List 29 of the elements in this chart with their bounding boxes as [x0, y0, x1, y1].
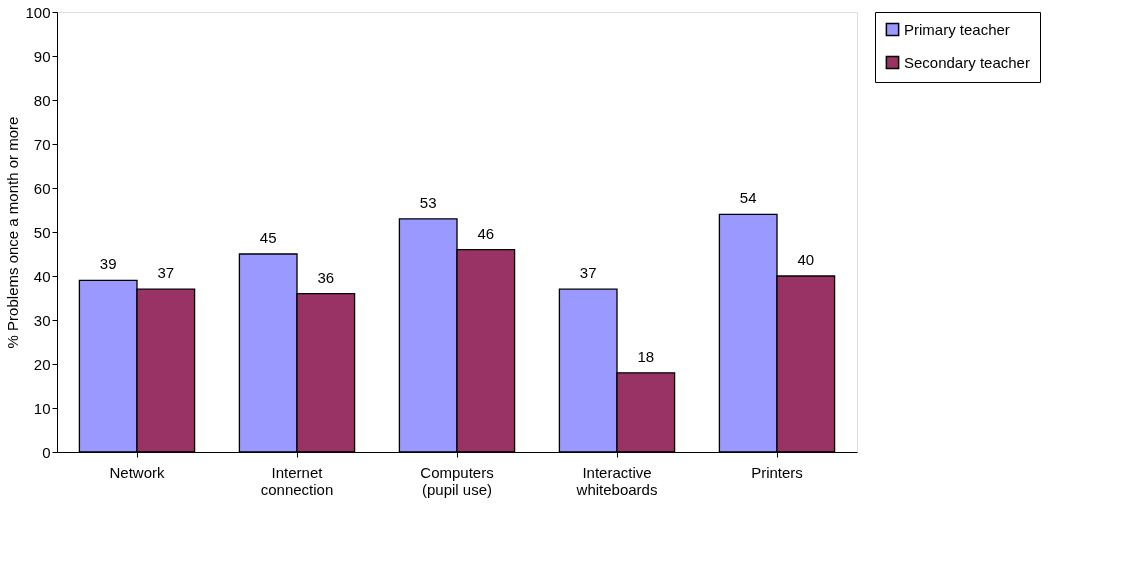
x-tick-label: Printers [751, 463, 803, 481]
y-tick-label: 20 [33, 355, 51, 373]
y-tick-label: 80 [33, 91, 51, 109]
y-tick-label: 10 [33, 399, 51, 417]
y-tick-label: 100 [25, 3, 51, 21]
x-tick-label: Internet connection [260, 463, 334, 498]
data-label: 39 [99, 255, 117, 273]
data-label: 53 [419, 193, 437, 211]
y-tick-label: 0 [42, 443, 51, 461]
x-tick-label: Interactive whiteboards [575, 463, 658, 498]
legend-label: Primary teacher [904, 20, 1010, 38]
data-label: 36 [317, 268, 335, 286]
x-tick-label: Network [109, 463, 165, 481]
y-tick-label: 90 [33, 47, 51, 65]
data-label: 54 [739, 189, 757, 207]
x-tick-label: Computers (pupil use) [420, 463, 494, 498]
data-label: 18 [637, 347, 655, 365]
y-tick-label: 70 [33, 135, 51, 153]
legend-label: Secondary teacher [904, 53, 1030, 71]
data-label: 37 [157, 264, 175, 282]
y-tick-label: 50 [33, 223, 51, 241]
data-label: 40 [797, 251, 815, 268]
data-label: 45 [259, 229, 277, 246]
data-label: 37 [579, 264, 597, 282]
y-tick-label: 30 [33, 311, 51, 329]
y-tick-label: 40 [33, 267, 51, 285]
y-tick-label: 60 [33, 179, 51, 197]
y-axis-title: % Problems once a month or more [4, 116, 22, 349]
data-label: 46 [477, 224, 495, 242]
